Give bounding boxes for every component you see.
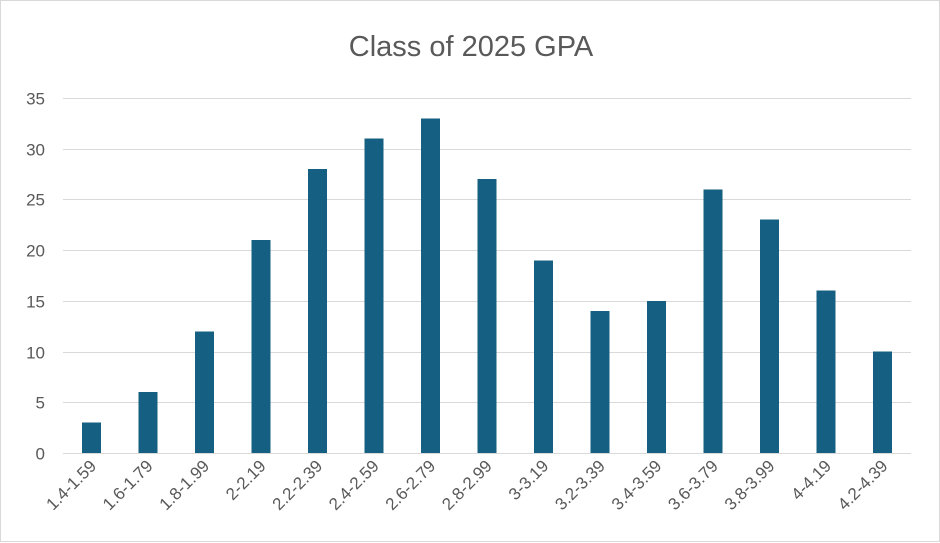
bar [703, 189, 723, 454]
x-tick-label: 3.8-3.99 [721, 456, 779, 514]
x-tick-label: 2.4-2.59 [325, 456, 383, 514]
x-tick-label: 3.4-3.59 [608, 456, 666, 514]
x-tick-label: 4-4.19 [788, 456, 836, 504]
y-tick-label: 5 [36, 394, 45, 413]
x-tick-label: 2.2-2.39 [269, 456, 327, 514]
bar [364, 138, 384, 453]
bar [194, 331, 214, 453]
x-tick-label: 1.8-1.99 [156, 456, 214, 514]
y-tick-label: 15 [26, 293, 45, 312]
y-tick-label: 25 [26, 191, 45, 210]
x-tick-label: 3.6-3.79 [664, 456, 722, 514]
y-tick-label: 0 [36, 445, 45, 464]
y-tick-label: 20 [26, 242, 45, 261]
bar [81, 422, 101, 453]
bar [760, 219, 780, 453]
bar [590, 311, 610, 453]
bar [251, 240, 271, 453]
y-tick-label: 35 [26, 90, 45, 109]
bar [421, 118, 440, 454]
bar [873, 351, 893, 453]
x-tick-label: 4.2-4.39 [834, 456, 892, 514]
bar [647, 300, 667, 453]
y-tick-label: 10 [26, 344, 45, 363]
x-tick-label: 3.2-3.39 [551, 456, 609, 514]
bar [307, 169, 327, 453]
x-tick-label: 2.6-2.79 [382, 456, 440, 514]
bar [138, 392, 158, 453]
x-tick-label: 2-2.19 [222, 456, 270, 504]
bar [816, 290, 836, 453]
bar [534, 260, 553, 453]
bars [81, 118, 893, 454]
x-tick-label: 1.6-1.79 [99, 456, 157, 514]
chart-title: Class of 2025 GPA [349, 31, 594, 63]
y-tick-label: 30 [26, 141, 45, 160]
x-tick-label: 2.8-2.99 [438, 456, 496, 514]
x-axis-ticks: 1.4-1.591.6-1.791.8-1.99 2-2.192.2-2.392.… [43, 456, 892, 514]
x-tick-label: 3-3.19 [505, 456, 553, 504]
x-tick-label: 1.4-1.59 [43, 456, 101, 514]
y-axis-ticks: 0 5 10 15 20 25 30 35 [26, 90, 45, 464]
bar [477, 179, 497, 453]
